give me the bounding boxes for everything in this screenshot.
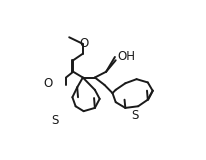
Text: S: S <box>131 109 138 122</box>
Text: O: O <box>80 37 89 50</box>
Text: O: O <box>43 77 52 90</box>
Text: OH: OH <box>117 51 135 64</box>
Text: S: S <box>51 114 58 127</box>
